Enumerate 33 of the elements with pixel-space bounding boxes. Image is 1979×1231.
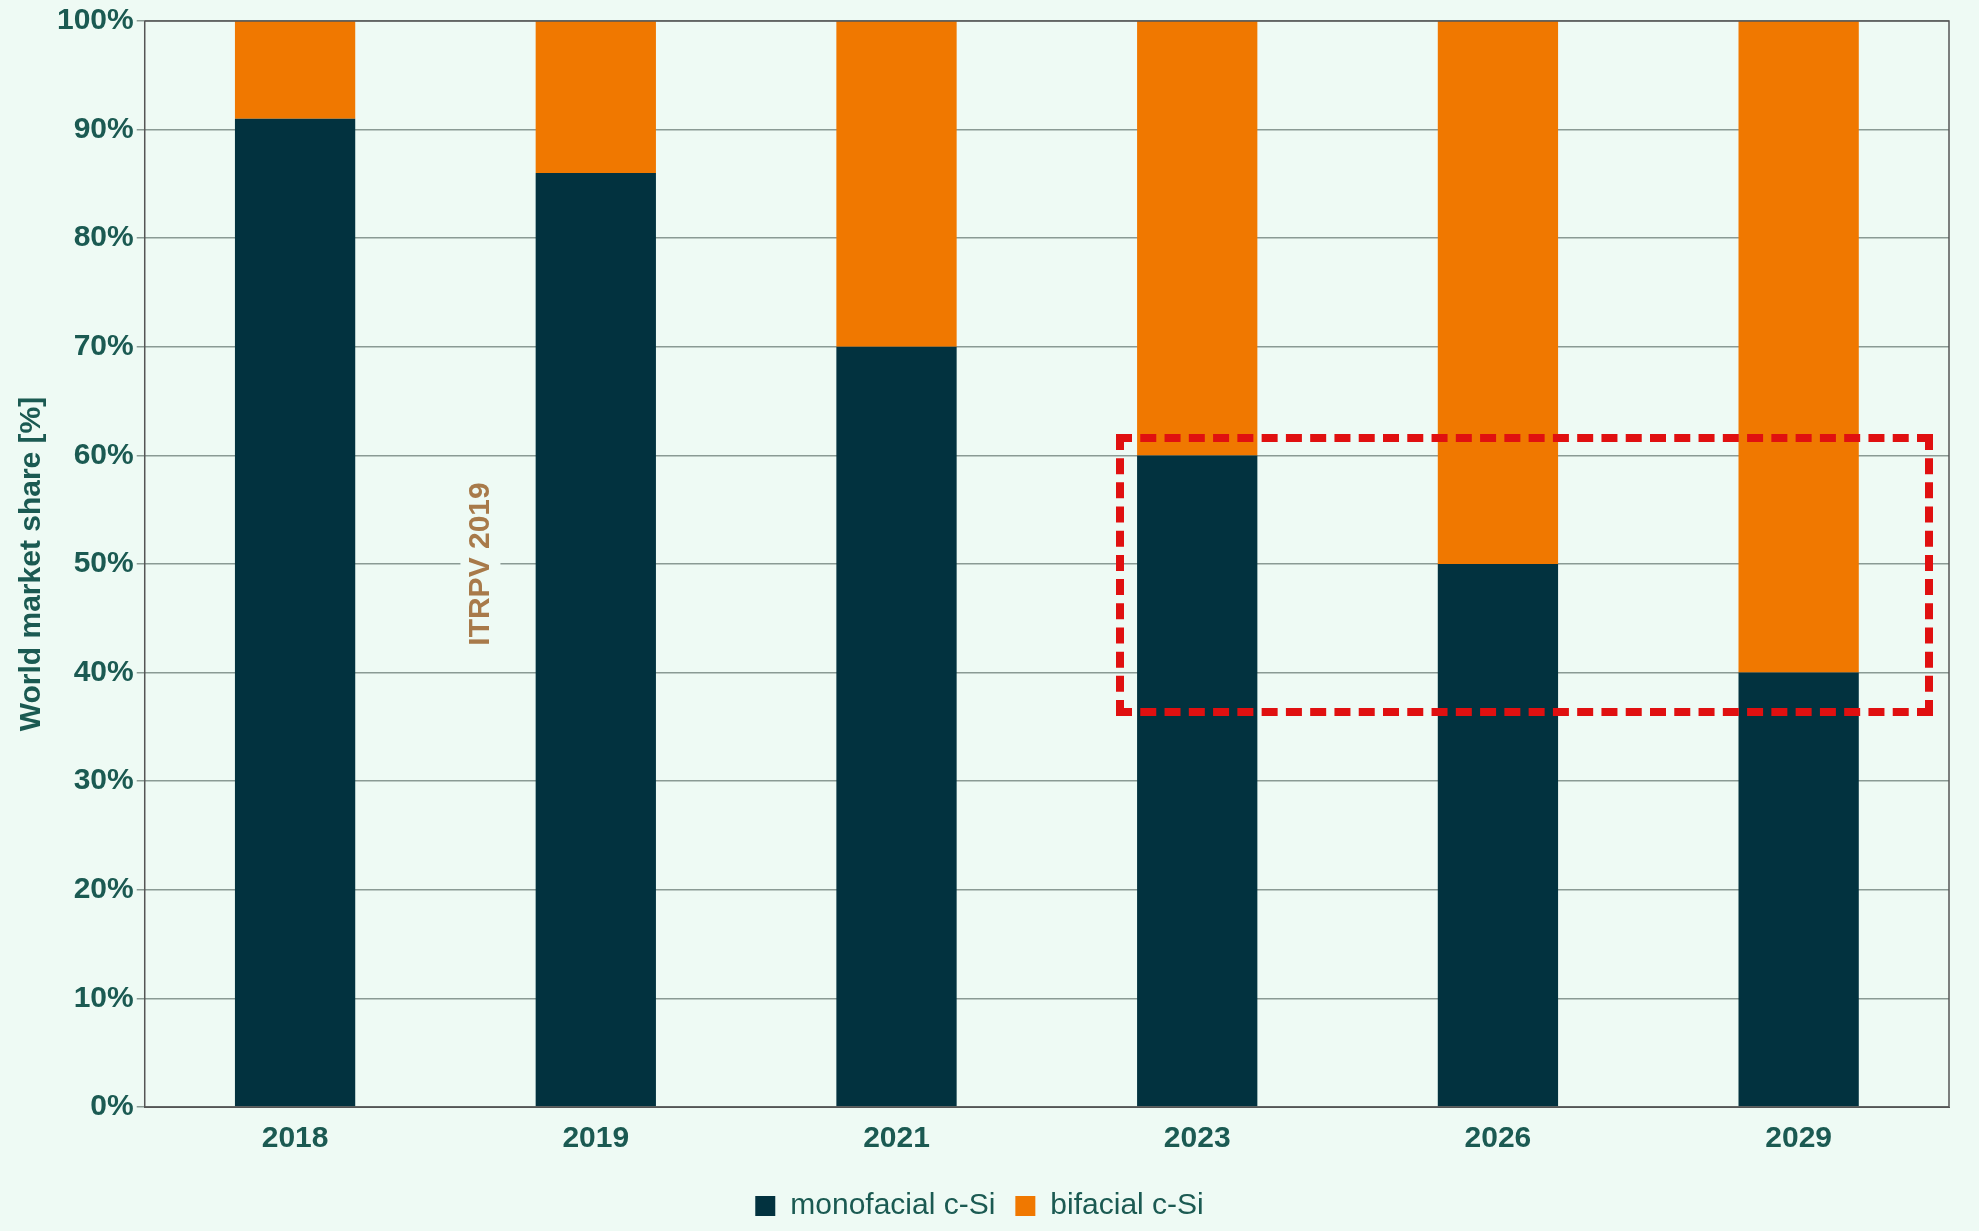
x-tick-label: 2019 xyxy=(562,1120,630,1154)
y-tick-label: 10% xyxy=(73,979,134,1013)
bar xyxy=(836,21,957,347)
bar xyxy=(535,173,656,1107)
x-tick-label: 2029 xyxy=(1765,1120,1833,1154)
x-tick-label: 2021 xyxy=(863,1120,930,1154)
y-axis-title: World market share [%] xyxy=(13,396,47,732)
y-tick-label: 50% xyxy=(73,545,134,579)
y-tick-label: 90% xyxy=(73,110,134,144)
bar xyxy=(535,21,656,174)
y-tick-label: 70% xyxy=(73,328,134,362)
y-tick-label: 100% xyxy=(56,2,134,36)
annotation: ITRPV 2019 xyxy=(461,482,495,646)
bar xyxy=(1137,455,1258,1107)
x-tick-label: 2023 xyxy=(1163,1120,1231,1154)
bar xyxy=(1137,21,1258,456)
legend-label: monofacial c-Si xyxy=(790,1187,996,1221)
bar xyxy=(1738,21,1859,673)
y-tick-label: 80% xyxy=(73,219,134,253)
bar xyxy=(234,21,356,119)
bar xyxy=(836,346,957,1107)
y-tick-label: 60% xyxy=(73,436,134,470)
bar xyxy=(1437,564,1559,1107)
x-tick-label: 2026 xyxy=(1464,1120,1532,1154)
y-tick-label: 30% xyxy=(73,762,134,796)
x-tick-label: 2018 xyxy=(261,1120,329,1154)
bar xyxy=(234,118,356,1107)
legend-label: bifacial c-Si xyxy=(1050,1187,1204,1221)
bar xyxy=(1437,21,1559,564)
bar xyxy=(1738,672,1859,1107)
y-tick-label: 0% xyxy=(90,1088,134,1122)
y-tick-label: 40% xyxy=(73,653,134,687)
y-tick-label: 20% xyxy=(73,871,134,905)
